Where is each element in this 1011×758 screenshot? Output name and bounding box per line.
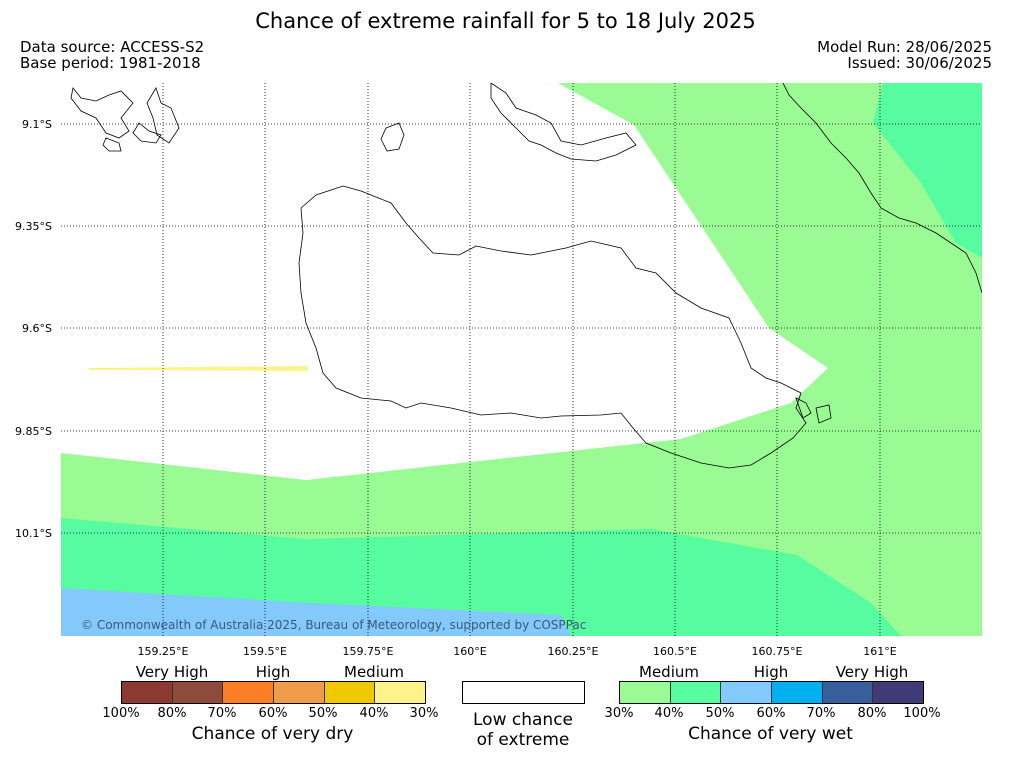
dry-color-bar bbox=[121, 681, 426, 704]
dry-tick: 70% bbox=[207, 706, 237, 721]
dry-caption: Chance of very dry bbox=[191, 724, 354, 744]
data-source-text: Data source: ACCESS-S2 bbox=[20, 38, 205, 56]
wet-color-bar bbox=[619, 681, 924, 704]
wet-category-label: Very High bbox=[835, 663, 909, 681]
wet-swatch bbox=[670, 682, 722, 703]
lon-label: 160.5°E bbox=[653, 645, 697, 658]
wet-caption: Chance of very wet bbox=[688, 724, 853, 744]
copyright-notice: © Commonwealth of Australia 2025, Bureau… bbox=[81, 618, 587, 632]
low-chance-caption-line1: Low chance bbox=[473, 710, 573, 730]
dry-tick: 80% bbox=[157, 706, 187, 721]
low-chance-caption-line2: of extreme bbox=[476, 730, 570, 750]
wet-swatch bbox=[822, 682, 874, 703]
wet-tick: 50% bbox=[705, 706, 735, 721]
wet-swatch bbox=[620, 682, 671, 703]
main-island-coast bbox=[298, 185, 807, 469]
wet-swatch bbox=[772, 682, 823, 703]
dry-swatch bbox=[223, 682, 275, 703]
model-run-text: Model Run: 28/06/2025 bbox=[817, 38, 992, 56]
east-coast bbox=[782, 83, 982, 294]
lon-label: 159.25°E bbox=[137, 645, 189, 658]
wet-category-label: Medium bbox=[639, 663, 699, 681]
northwest-islands-coast bbox=[70, 87, 180, 152]
issued-text: Issued: 30/06/2025 bbox=[847, 54, 992, 72]
run-info: Model Run: 28/06/2025 Issued: 30/06/2025 bbox=[817, 39, 992, 71]
wet-swatch bbox=[873, 682, 924, 703]
dry-tick: 60% bbox=[258, 706, 288, 721]
low-chance-swatch bbox=[462, 681, 585, 704]
dry-swatch bbox=[172, 682, 224, 703]
dry-tick: 50% bbox=[308, 706, 338, 721]
base-period-text: Base period: 1981-2018 bbox=[20, 54, 201, 72]
lat-label: 10.1°S bbox=[15, 527, 52, 540]
lon-label: 159.75°E bbox=[342, 645, 394, 658]
dry-swatch bbox=[375, 682, 426, 703]
northeast-island-coast bbox=[490, 83, 637, 162]
dry-category-label: High bbox=[255, 663, 291, 681]
gridlines bbox=[61, 83, 982, 636]
map-title: Chance of extreme rainfall for 5 to 18 J… bbox=[255, 9, 756, 33]
dry-tick: 30% bbox=[409, 706, 439, 721]
wet-tick: 30% bbox=[604, 706, 634, 721]
lon-label: 159.5°E bbox=[243, 645, 287, 658]
coastlines bbox=[70, 83, 982, 469]
wet-medium-dark-region-topright bbox=[873, 83, 982, 258]
wet-tick: 80% bbox=[857, 706, 887, 721]
lat-label: 9.1°S bbox=[22, 118, 52, 131]
wet-medium-light-region bbox=[61, 83, 982, 636]
lon-label: 160.25°E bbox=[547, 645, 599, 658]
lat-label: 9.35°S bbox=[15, 220, 52, 233]
wet-tick: 70% bbox=[806, 706, 836, 721]
dry-category-label: Medium bbox=[344, 663, 404, 681]
dry-swatch bbox=[122, 682, 173, 703]
wet-swatch bbox=[721, 682, 773, 703]
lon-label: 161°E bbox=[863, 645, 897, 658]
wet-high-region bbox=[61, 588, 571, 636]
wet-tick: 60% bbox=[756, 706, 786, 721]
wet-tick: 100% bbox=[903, 706, 941, 721]
dry-medium-strip bbox=[89, 366, 308, 371]
lon-label: 160°E bbox=[453, 645, 487, 658]
lat-label: 9.6°S bbox=[22, 322, 52, 335]
east-coast-islands bbox=[795, 397, 832, 424]
wet-category-label: High bbox=[753, 663, 789, 681]
rainfall-map bbox=[61, 83, 982, 636]
dry-tick: 40% bbox=[359, 706, 389, 721]
dry-category-label: Very High bbox=[135, 663, 209, 681]
small-island-coast bbox=[380, 122, 405, 152]
dry-tick: 100% bbox=[102, 706, 140, 721]
source-info: Data source: ACCESS-S2 Base period: 1981… bbox=[20, 39, 204, 71]
lat-label: 9.85°S bbox=[15, 425, 52, 438]
wet-tick: 40% bbox=[654, 706, 684, 721]
low-chance-caption: Low chance of extreme bbox=[443, 710, 603, 750]
dry-swatch bbox=[274, 682, 325, 703]
dry-swatch bbox=[324, 682, 376, 703]
lon-label: 160.75°E bbox=[751, 645, 803, 658]
